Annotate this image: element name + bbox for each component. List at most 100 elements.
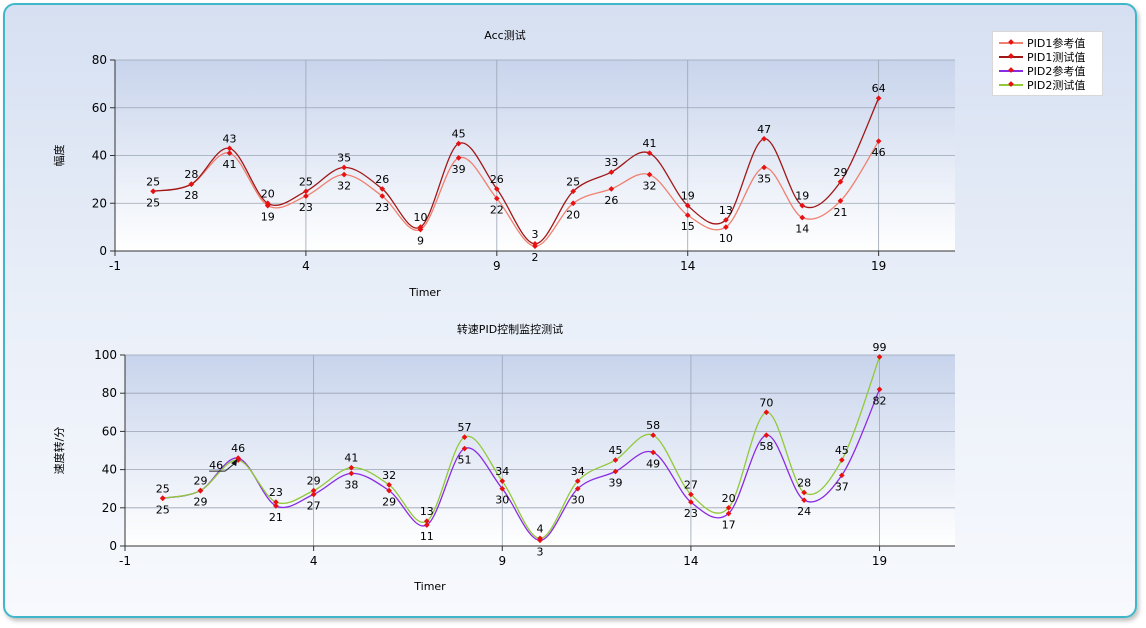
chart1-series-1-point — [455, 155, 462, 161]
chart1-series-2-point — [799, 202, 806, 209]
chart2-series-2-point — [197, 487, 204, 494]
chart2-series-1-data-label: 51 — [458, 454, 472, 467]
chart2-series-1-point — [574, 485, 581, 492]
chart2-series-1-data-label: 38 — [344, 478, 358, 491]
chart1-series-1-point — [761, 164, 767, 171]
chart1-series-2-point — [264, 200, 271, 207]
chart2-y-tick-label: 80 — [102, 386, 117, 400]
chart2-series-1-point — [725, 510, 732, 517]
chart1-series-2-data-label: 25 — [146, 175, 160, 188]
chart1-series-2-data-label: 33 — [604, 156, 618, 169]
chart2-series-1-data-label: 17 — [722, 519, 736, 532]
chart2-series-2-data-label: 70 — [759, 396, 773, 409]
chart2-series-2-data-label: 20 — [722, 492, 736, 505]
chart2-series-2-point — [725, 504, 732, 511]
legend: PID1参考值 PID1测试值 PID2参考值 PID2测试值 — [992, 31, 1103, 96]
chart1-series-1-data-label: 32 — [643, 180, 657, 193]
chart1-series-1-point — [875, 138, 882, 145]
chart1-series-2-point — [723, 217, 729, 223]
chart2-series-2-point — [537, 535, 543, 542]
chart1-series-2-point — [188, 181, 195, 187]
chart2-series-2-point — [688, 491, 694, 498]
legend-swatch-pid1-ref — [999, 42, 1023, 44]
chart2-series-2-point — [838, 457, 845, 463]
chart2-title: 转速PID控制监控测试 — [457, 322, 563, 336]
chart1-series-2-point — [837, 178, 844, 185]
chart2-series-1-data-label: 30 — [495, 494, 509, 507]
chart2-series-2-point — [499, 478, 506, 484]
chart1-series-1-point — [493, 195, 500, 202]
chart1-series-1-point — [646, 171, 653, 178]
chart2-series-1-data-label: 25 — [156, 503, 170, 516]
chart2-series-2-data-label: 25 — [156, 482, 170, 495]
chart2-series-1-point — [801, 497, 807, 503]
chart2-series-2-point — [386, 482, 392, 488]
chart1-x-tick-label: -1 — [109, 259, 121, 273]
chart1-series-1-point — [303, 193, 309, 199]
chart2-series-2-point — [159, 495, 166, 502]
chart2-series-1-data-label: 21 — [269, 511, 283, 524]
chart1-series-2-data-label: 45 — [452, 128, 466, 141]
chart1-series-1-data-label: 39 — [452, 163, 466, 176]
chart2-series-2-point — [763, 409, 770, 416]
chart1-series-1-data-label: 26 — [604, 194, 618, 207]
chart1-series-2-data-label: 10 — [413, 211, 427, 224]
chart2-series-2-data-label: 34 — [495, 465, 509, 478]
chart1-y-tick-label: 0 — [99, 244, 107, 258]
chart-panel: 0 20 40 60 80 -1 4 9 14 19 Acc测试 Timer 幅度 25 25 28 28 43 4… — [3, 3, 1137, 618]
chart2-series-1-point — [423, 522, 430, 528]
chart1-series-2-point — [532, 241, 538, 247]
chart1-series-2-data-label: 26 — [490, 173, 504, 186]
chart1-series-1-data-label: 20 — [566, 208, 580, 221]
chart2-series-1-data-label: 11 — [420, 530, 434, 543]
chart1-series-2-data-label: 25 — [566, 175, 580, 188]
chart2-series-1-point — [763, 432, 770, 439]
chart1-x-tick-label: 14 — [680, 259, 695, 273]
legend-item-pid1-ref: PID1参考值 — [999, 36, 1102, 50]
legend-swatch-pid2-ref — [999, 70, 1023, 72]
chart1-y-tick-label: 60 — [92, 101, 107, 115]
legend-swatch-pid2-test — [999, 84, 1023, 86]
chart1-series-2-data-label: 35 — [337, 151, 351, 164]
chart1-series-2-data-label: 19 — [795, 190, 809, 203]
chart2-series-2-data-label: 45 — [835, 444, 849, 457]
chart2-series-2-point — [801, 489, 807, 496]
chart2-series-2-line — [162, 356, 881, 540]
chart1-series-1-point — [570, 200, 577, 207]
chart1-series-2-data-label: 41 — [643, 137, 657, 150]
chart2-series-2-data-label: 29 — [307, 475, 321, 488]
chart2-series-1-point — [461, 445, 468, 452]
chart1-series-1-data-label: 2 — [532, 251, 539, 264]
chart2-series-2-data-label: 41 — [344, 452, 358, 465]
chart1-x-tick-label: 9 — [493, 259, 501, 273]
chart1-series-2-data-label: 28 — [184, 168, 198, 181]
chart2-series-2-data-label: 57 — [458, 421, 472, 434]
chart2-series-1-point — [386, 487, 392, 494]
chart1-series-2-point — [570, 188, 577, 195]
chart1-y-axis-label: 幅度 — [52, 145, 66, 167]
chart2-series-2-data-label: 58 — [646, 419, 660, 432]
chart2-series-2-point — [348, 464, 355, 471]
chart1-series-2-data-label: 19 — [681, 190, 695, 203]
chart2-series-1-data-label: 29 — [193, 496, 207, 509]
chart1-series-2-point — [379, 186, 386, 192]
chart2-series-2-point — [650, 432, 657, 439]
chart2-series-2-data-label: 32 — [382, 469, 396, 482]
chart1-x-axis-label: Timer — [408, 286, 441, 299]
chart1-series-1-data-label: 23 — [375, 201, 389, 214]
chart2-y-tick-label: 40 — [102, 463, 117, 477]
legend-label-pid1-test: PID1测试值 — [1027, 51, 1086, 64]
chart2-series-2-point — [876, 354, 883, 360]
chart1-series-1-data-label: 25 — [146, 196, 160, 209]
chart1-x-tick-label: 4 — [302, 259, 310, 273]
chart1-series-2-point — [341, 164, 347, 171]
chart2-series-2-data-label: 23 — [269, 486, 283, 499]
chart2-series-2-data-label: 45 — [608, 444, 622, 457]
chart1-series-1-point — [837, 198, 844, 204]
chart2-series-1-point — [310, 491, 317, 498]
chart2-y-tick-label: 20 — [102, 501, 117, 515]
chart1-series-2-data-label: 26 — [375, 173, 389, 186]
chart2-y-tick-label: 0 — [109, 539, 117, 553]
chart2-series-2-point — [310, 487, 317, 494]
